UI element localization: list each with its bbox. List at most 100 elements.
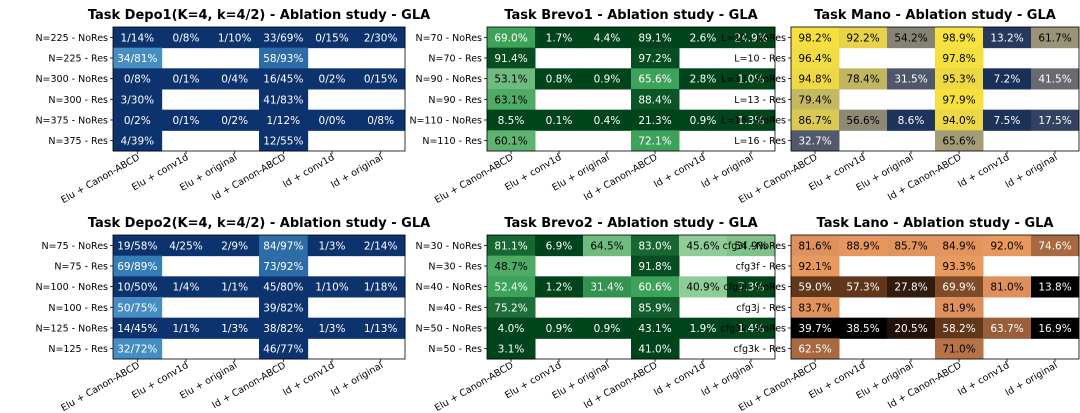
cell-label: 16/45% [263,74,303,86]
heatmap-cell [631,68,680,90]
heatmap-cell [679,235,728,257]
cell-label: 86.7% [798,115,831,127]
cell-label: 0/8% [124,74,151,86]
cell-label: 95.3% [942,74,975,86]
heatmap-cell [791,68,840,90]
heatmap-cell [839,276,888,298]
cell-label: 94.8% [798,74,831,86]
heatmap-cell [487,255,536,277]
heatmap-cell [935,276,984,298]
heatmap-cell [113,255,163,277]
heatmap-cell [791,109,840,131]
cell-label: 1/1% [221,282,248,294]
cell-label: 24.9% [734,32,767,44]
heatmap-cell [307,317,357,339]
heatmap-cell [983,317,1032,339]
column-label: Id + original [329,360,385,399]
heatmap-cell [259,255,309,277]
cell-label: 83.0% [638,240,671,252]
heatmap-cell [356,68,406,90]
cell-label: 98.9% [942,32,975,44]
cell-label: 0/0% [319,115,346,127]
cell-label: 41.0% [638,344,671,356]
column-label: Elu + Canon-ABCD [433,152,516,206]
heatmap-cell [210,235,260,257]
cell-label: 12/55% [263,136,303,148]
cell-label: 75.2% [494,302,527,314]
heatmap-cell [1031,235,1080,257]
row-label: N=225 - NoRes [35,33,108,44]
heatmap-cell [307,27,357,49]
cell-label: 45/80% [263,282,303,294]
heatmap-cell [839,27,888,49]
cell-label: 45.6% [686,240,719,252]
heatmap-cell [535,109,584,131]
column-label: Id + conv1d [281,152,336,190]
chart-title: Task Mano - Ablation study - GLA [814,8,1056,23]
cell-label: 69.9% [942,282,975,294]
heatmap-cell [113,89,163,111]
column-label: Id + original [699,360,755,399]
heatmap-cell [113,27,163,49]
heatmap-cell [791,255,840,277]
cell-label: 1/12% [267,115,301,127]
heatmap-cell [839,235,888,257]
heatmap-cell [356,317,406,339]
cell-label: 32.7% [798,136,831,148]
row-label: N=70 - Res [428,54,482,65]
cell-label: 65.6% [638,74,671,86]
cell-label: 6.9% [546,240,573,252]
heatmap-cell [839,68,888,90]
cell-label: 81.9% [942,302,975,314]
heatmap-cell [113,47,163,69]
heatmap-cell [583,27,632,49]
row-label: N=110 - NoRes [409,116,482,127]
heatmap-cell [631,338,680,360]
row-label: N=125 - NoRes [35,324,108,335]
heatmap-cell [983,27,1032,49]
cell-label: 84.9% [942,240,975,252]
row-label: N=225 - Res [48,54,108,65]
cell-label: 0/8% [173,32,200,44]
heatmap-cell [887,68,936,90]
heatmap-cell [161,276,211,298]
heatmap-cell [935,255,984,277]
heatmap-cell [727,68,776,90]
heatmap-cell [983,68,1032,90]
heatmap-cell [935,68,984,90]
cell-label: 46/77% [263,344,303,356]
cell-label: 73/92% [263,261,303,273]
row-label: cfg3f - NoRes [723,241,786,252]
heatmap-cell [791,235,840,257]
heatmap-cell [113,68,163,90]
cell-label: 7.5% [994,115,1021,127]
row-label: N=110 - Res [422,136,482,147]
cell-label: 20.5% [894,323,927,335]
cell-label: 2/9% [221,240,248,252]
chart-title: Task Brevo2 - Ablation study - GLA [504,216,757,231]
cell-label: 0/1% [173,115,200,127]
heatmap-cell [791,338,840,360]
cell-label: 31.5% [894,74,927,86]
cell-label: 97.2% [638,53,671,65]
cell-label: 41/83% [263,94,303,106]
heatmap-cell [113,235,163,257]
heatmap-cell [535,235,584,257]
cell-label: 39/82% [263,302,303,314]
cell-label: 0/15% [364,74,398,86]
heatmap-cell [259,47,309,69]
heatmap-cell [487,68,536,90]
heatmap-cell [487,276,536,298]
heatmap-frame [790,26,1080,152]
heatmap-frame [486,26,776,152]
heatmap-cell [307,68,357,90]
column-label: Id + conv1d [956,360,1011,398]
cell-label: 96.4% [798,53,831,65]
cell-label: 0/4% [221,74,248,86]
heatmap-chart-5: Task Brevo2 - Ablation study - GLA 81.1% 6… [415,216,776,413]
column-label: Id + conv1d [652,360,707,398]
heatmap-cell [935,89,984,111]
cell-label: 65.6% [942,136,975,148]
column-label: Id + original [329,152,385,191]
column-label: Elu + Canon-ABCD [59,360,142,413]
